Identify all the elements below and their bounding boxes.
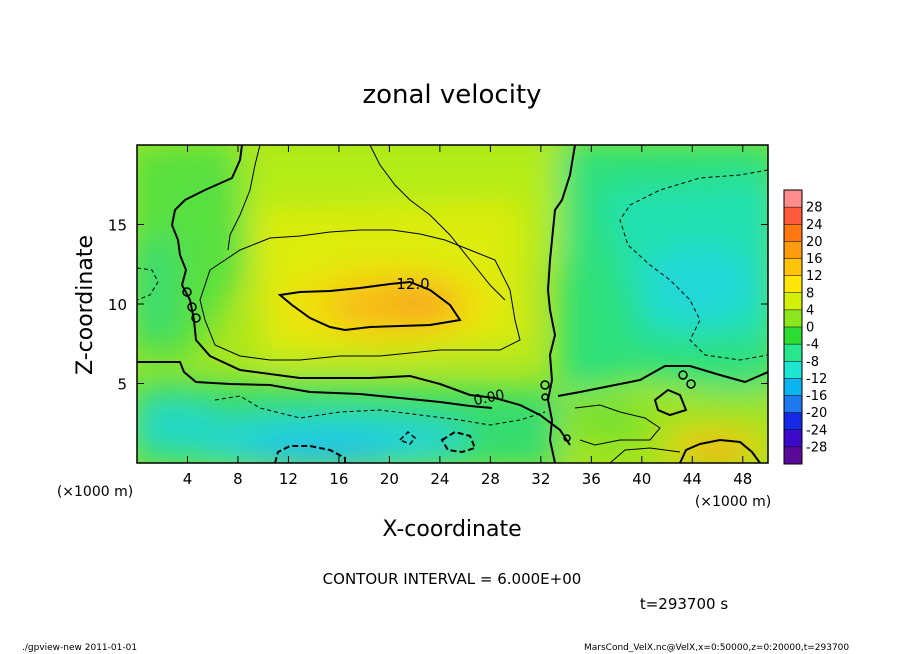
colorbar-swatch: [784, 275, 802, 294]
x-axis-label: X-coordinate: [382, 517, 521, 542]
contour-zero-east-lower: [557, 365, 768, 397]
contour-neg6-east: [619, 169, 768, 361]
x-axis: 4 8 12 16 20 24 28 32 36 40 44 48: [183, 145, 752, 488]
contour-island-5: [686, 379, 696, 389]
y-axis: 5 10 15: [108, 217, 768, 394]
region-east-cyan: [645, 245, 755, 325]
colorbar-label: 12: [806, 269, 823, 284]
colorbar-swatch: [784, 224, 802, 242]
colorbar-swatch: [784, 292, 802, 311]
contour-neg6-west: [137, 267, 159, 301]
colorbar-label: 20: [806, 235, 823, 250]
colorbar-label: -20: [806, 406, 827, 421]
y-axis-label: Z-coordinate: [73, 235, 98, 375]
x-tick-label: 12: [279, 470, 298, 488]
x-tick-label: 36: [582, 470, 601, 488]
colorbar-swatch: [784, 241, 802, 259]
contour-island-1: [182, 287, 192, 297]
contour-12: [277, 280, 462, 332]
colorbar-label: 24: [806, 218, 823, 233]
colorbar-swatch: [784, 207, 802, 225]
contour-6: [199, 229, 521, 361]
chart-title: zonal velocity: [362, 80, 541, 110]
colorbar-swatch: [784, 361, 802, 379]
colorbar-swatch: [784, 190, 802, 208]
x-tick-label: 32: [531, 470, 550, 488]
colorbar-label: 8: [806, 286, 814, 301]
x-tick-label: 16: [329, 470, 348, 488]
contour-east-surface-12: [679, 438, 761, 463]
y-tick-label: 5: [117, 376, 127, 394]
colorbar-swatch: [784, 309, 802, 328]
contour-neg6-lower: [214, 395, 546, 426]
colorbar-label: -24: [806, 423, 827, 438]
contour-island-8: [563, 434, 571, 442]
region-east-surface-core: [693, 448, 743, 463]
colorbar-swatch: [784, 258, 802, 277]
contour-6-north-east: [369, 145, 506, 301]
colorbar-swatch: [784, 327, 802, 345]
contour-island-6: [540, 380, 550, 390]
footer-right: MarsCond_VelX.nc@VelX,x=0:50000,z=0:2000…: [584, 643, 849, 653]
region-west-strip: [137, 240, 175, 340]
contour-interval: CONTOUR INTERVAL = 6.000E+00: [323, 570, 582, 588]
colorbar-swatch: [784, 412, 802, 431]
colorbar-swatch: [784, 446, 802, 465]
color-field: [137, 145, 768, 463]
plot-area: 12.0 0.00: [137, 145, 768, 463]
x-tick-label: 44: [683, 470, 702, 488]
colorbar-label: -12: [806, 372, 827, 387]
region-surface-trough-west: [137, 403, 220, 447]
colorbar-label: 28: [806, 201, 823, 216]
contour-6-north: [227, 145, 261, 251]
colorbar-label: -8: [806, 355, 819, 370]
contour-zero-mountain: [137, 361, 493, 409]
x-tick-label: 40: [632, 470, 651, 488]
time-label: t=293700 s: [640, 595, 728, 613]
colorbar-label: 0: [806, 321, 814, 336]
colorbar-swatch: [784, 395, 802, 414]
contour-label-12: 12.0: [396, 275, 429, 293]
contour-island-2: [187, 302, 197, 312]
x-tick-label: 20: [380, 470, 399, 488]
colorbar-swatch: [784, 344, 802, 362]
colorbar-label: 4: [806, 303, 814, 318]
x-tick-label: 48: [733, 470, 752, 488]
contour-neg12-1: [274, 445, 346, 463]
x-tick-label: 4: [183, 470, 193, 488]
colorbar-swatch: [784, 378, 802, 396]
colorbar-label: -4: [806, 338, 819, 353]
colorbar-label: -28: [806, 440, 827, 455]
y-tick-label: 10: [108, 296, 127, 314]
contour-zero-east: [546, 145, 576, 463]
contour-east-lower-c: [609, 447, 681, 463]
x-unit-right: (×1000 m): [695, 494, 771, 510]
colorbar-label: 16: [806, 252, 823, 267]
contour-east-lower-a: [653, 388, 688, 417]
x-tick-label: 24: [430, 470, 449, 488]
contour-island-7: [541, 393, 549, 401]
x-tick-label: 8: [233, 470, 243, 488]
contour-east-lower-b: [574, 404, 661, 446]
colorbar-swatch: [784, 429, 802, 448]
colorbar: 28 24 20 16 12 8 4 0 -4 -8 -12 -16 -20 -24 -28: [783, 189, 827, 465]
contour-neg12-3: [398, 430, 417, 445]
region-east-lower-green: [570, 400, 650, 440]
footer-left: ./gpview-new 2011-01-01: [22, 643, 137, 653]
contour-zero-west: [170, 145, 571, 446]
x-unit-left: (×1000 m): [57, 484, 133, 500]
contour-island-3: [191, 313, 201, 323]
contour-lines: [137, 145, 768, 463]
x-tick-label: 28: [481, 470, 500, 488]
y-tick-label: 15: [108, 217, 127, 235]
contour-island-4: [678, 370, 688, 380]
colorbar-label: -16: [806, 389, 827, 404]
contour-label-zero: 0.00: [472, 387, 506, 409]
